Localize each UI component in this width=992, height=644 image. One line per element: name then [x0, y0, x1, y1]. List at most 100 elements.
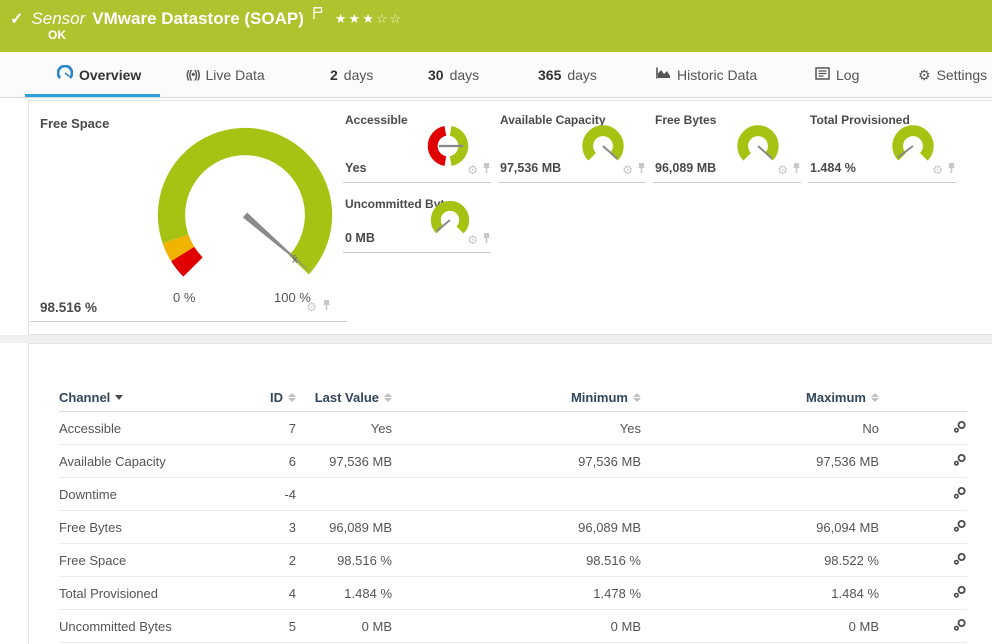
- channel-settings-icon[interactable]: [953, 585, 967, 602]
- sort-icon: [288, 393, 296, 402]
- cell-id: 4: [264, 586, 296, 601]
- table-row: Uncommitted Bytes 5 0 MB 0 MB 0 MB: [59, 610, 967, 643]
- cell-minimum: 97,536 MB: [392, 454, 641, 469]
- channel-settings-icon[interactable]: [953, 519, 967, 536]
- cell-last-value: 96,089 MB: [296, 520, 392, 535]
- mean-marker: x̄: [292, 254, 298, 266]
- gear-icon[interactable]: ⚙: [932, 164, 943, 176]
- tab-30-days[interactable]: 30 days: [428, 52, 479, 97]
- cell-channel: Total Provisioned: [59, 586, 264, 601]
- area-chart-icon: [655, 66, 671, 83]
- uncommitted-bytes-gauge-tile: Uncommitted Bytes 0 MB ⚙: [343, 189, 491, 253]
- cell-channel: Downtime: [59, 487, 264, 502]
- cell-channel: Accessible: [59, 421, 264, 436]
- table-row: Downtime -4: [59, 478, 967, 511]
- cell-maximum: 96,094 MB: [641, 520, 879, 535]
- gear-icon[interactable]: ⚙: [306, 301, 317, 313]
- cell-id: -4: [264, 487, 296, 502]
- channel-settings-icon[interactable]: [953, 486, 967, 503]
- gauge-value: 0 MB: [345, 231, 375, 245]
- column-header-last-value[interactable]: Last Value: [296, 390, 392, 405]
- column-header-minimum[interactable]: Minimum: [392, 390, 641, 405]
- cell-minimum: 98.516 %: [392, 553, 641, 568]
- cell-maximum: 1.484 %: [641, 586, 879, 601]
- table-header-row: Channel ID Last Value Minimum Maximum: [59, 384, 967, 412]
- pin-icon[interactable]: [637, 161, 646, 179]
- sort-icon: [633, 393, 641, 402]
- channel-settings-icon[interactable]: [953, 420, 967, 437]
- tab-bar: Overview ((•)) Live Data 2 days 30 days …: [0, 52, 992, 98]
- total-provisioned-gauge-tile: Total Provisioned 1.484 % ⚙: [808, 105, 956, 183]
- cell-maximum: 97,536 MB: [641, 454, 879, 469]
- cell-id: 2: [264, 553, 296, 568]
- status-badge: OK: [48, 28, 66, 42]
- tab-log[interactable]: Log: [815, 52, 859, 97]
- sort-icon: [871, 393, 879, 402]
- column-header-id[interactable]: ID: [264, 390, 296, 405]
- gear-icon[interactable]: ⚙: [622, 164, 633, 176]
- tab-historic-data[interactable]: Historic Data: [655, 52, 757, 97]
- gear-icon[interactable]: ⚙: [467, 164, 478, 176]
- cell-minimum: 1.478 %: [392, 586, 641, 601]
- pin-icon[interactable]: [482, 161, 491, 179]
- cell-last-value: 0 MB: [296, 619, 392, 634]
- gauge-title: Free Space: [40, 116, 109, 131]
- cell-last-value: 98.516 %: [296, 553, 392, 568]
- cell-maximum: 98.522 %: [641, 553, 879, 568]
- cell-id: 6: [264, 454, 296, 469]
- active-tab-indicator: [25, 94, 160, 97]
- ok-check-icon: ✓: [10, 9, 23, 29]
- free-bytes-gauge-tile: Free Bytes 96,089 MB ⚙: [653, 105, 801, 183]
- cell-id: 7: [264, 421, 296, 436]
- table-row: Available Capacity 6 97,536 MB 97,536 MB…: [59, 445, 967, 478]
- channel-settings-icon[interactable]: [953, 618, 967, 635]
- panel-divider: [0, 335, 992, 343]
- table-row: Free Space 2 98.516 % 98.516 % 98.522 %: [59, 544, 967, 577]
- cell-id: 5: [264, 619, 296, 634]
- pin-icon[interactable]: [482, 231, 491, 249]
- column-header-maximum[interactable]: Maximum: [641, 390, 879, 405]
- gauge-title: Free Bytes: [655, 113, 716, 127]
- gauge-icon: [57, 65, 73, 84]
- tab-overview[interactable]: Overview: [57, 52, 141, 97]
- cell-maximum: 0 MB: [641, 619, 879, 634]
- column-header-channel[interactable]: Channel: [59, 390, 264, 405]
- cell-minimum: Yes: [392, 421, 641, 436]
- tab-settings[interactable]: ⚙ Settings: [918, 52, 987, 97]
- broadcast-icon: ((•)): [186, 69, 200, 81]
- cell-channel: Free Bytes: [59, 520, 264, 535]
- cell-maximum: No: [641, 421, 879, 436]
- cell-minimum: 96,089 MB: [392, 520, 641, 535]
- gauges-panel: Free Space 0 % 100 % x̄ 98.516 % ⚙ Acces…: [28, 100, 992, 335]
- cell-minimum: 0 MB: [392, 619, 641, 634]
- free-space-gauge-tile: Free Space 0 % 100 % x̄ 98.516 % ⚙: [30, 102, 347, 322]
- priority-flag-icon[interactable]: [312, 6, 323, 25]
- tab-live-data[interactable]: ((•)) Live Data: [186, 52, 265, 97]
- cell-last-value: 1.484 %: [296, 586, 392, 601]
- accessible-gauge-tile: Accessible Yes ⚙: [343, 105, 491, 183]
- sensor-overview-page: ✓ Sensor VMware Datastore (SOAP) ★★★☆☆ O…: [0, 0, 992, 644]
- gear-icon[interactable]: ⚙: [777, 164, 788, 176]
- tab-2-days[interactable]: 2 days: [330, 52, 373, 97]
- gauge-value: Yes: [345, 161, 367, 175]
- pin-icon[interactable]: [792, 161, 801, 179]
- pin-icon[interactable]: [947, 161, 956, 179]
- channels-panel: Channel ID Last Value Minimum Maximum Ac…: [28, 343, 992, 644]
- gauge-title: Accessible: [345, 113, 408, 127]
- cell-id: 3: [264, 520, 296, 535]
- priority-stars[interactable]: ★★★☆☆: [335, 11, 403, 27]
- gauge-value: 96,089 MB: [655, 161, 716, 175]
- gauge-value: 98.516 %: [40, 300, 97, 315]
- available-capacity-gauge-tile: Available Capacity 97,536 MB ⚙: [498, 105, 646, 183]
- cell-last-value: 97,536 MB: [296, 454, 392, 469]
- cell-channel: Free Space: [59, 553, 264, 568]
- pin-icon[interactable]: [322, 298, 331, 316]
- channel-settings-icon[interactable]: [953, 453, 967, 470]
- tab-365-days[interactable]: 365 days: [538, 52, 597, 97]
- log-list-icon: [815, 67, 830, 83]
- table-row: Total Provisioned 4 1.484 % 1.478 % 1.48…: [59, 577, 967, 610]
- channel-settings-icon[interactable]: [953, 552, 967, 569]
- gear-icon[interactable]: ⚙: [467, 234, 478, 246]
- free-space-gauge: [140, 110, 350, 320]
- sensor-status-header: ✓ Sensor VMware Datastore (SOAP) ★★★☆☆ O…: [0, 0, 992, 52]
